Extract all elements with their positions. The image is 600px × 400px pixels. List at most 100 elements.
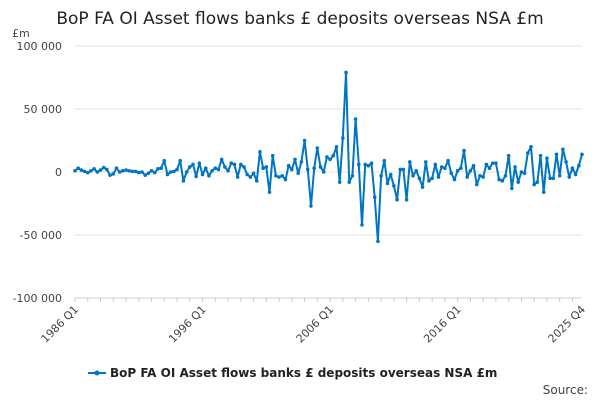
data-point: [305, 167, 310, 172]
data-point: [280, 173, 285, 178]
data-point: [223, 165, 227, 169]
data-point: [73, 168, 77, 173]
data-point: [290, 167, 294, 172]
data-point: [350, 173, 355, 178]
data-point: [478, 173, 482, 178]
data-point: [481, 175, 485, 179]
data-point: [433, 162, 438, 167]
data-point: [411, 173, 415, 178]
data-point: [564, 160, 568, 164]
data-point: [200, 172, 205, 177]
data-point: [420, 185, 425, 189]
data-point: [194, 174, 198, 179]
data-point: [191, 162, 195, 167]
data-point: [577, 163, 581, 168]
data-point: [124, 168, 128, 172]
data-point: [353, 117, 358, 121]
data-point: [248, 175, 253, 179]
data-point: [216, 167, 221, 172]
data-point: [162, 158, 167, 163]
data-point: [570, 166, 575, 171]
data-point: [506, 153, 511, 158]
data-point: [232, 162, 237, 167]
data-point: [535, 180, 540, 184]
data-point: [341, 136, 345, 140]
data-point: [494, 161, 498, 165]
data-point: [172, 169, 176, 174]
data-point: [541, 190, 546, 194]
data-point: [82, 169, 87, 174]
data-point: [121, 168, 125, 173]
data-point: [76, 166, 80, 171]
data-point: [414, 168, 418, 173]
y-tick-label: -50 000: [20, 229, 62, 242]
data-point: [302, 138, 307, 143]
data-point: [580, 152, 584, 157]
data-point: [573, 172, 578, 177]
data-point: [286, 163, 291, 168]
data-point: [312, 166, 316, 171]
data-point: [328, 157, 332, 162]
data-point: [254, 179, 259, 183]
data-point: [213, 166, 218, 171]
data-point: [557, 173, 562, 178]
data-point: [369, 161, 374, 165]
data-point: [471, 163, 476, 168]
data-point: [92, 167, 96, 171]
data-point: [315, 146, 320, 150]
data-point: [245, 172, 249, 177]
data-point: [85, 170, 90, 175]
data-point: [462, 148, 466, 153]
data-point: [401, 167, 406, 172]
data-point: [226, 168, 230, 173]
data-point: [446, 158, 450, 163]
data-point: [242, 165, 246, 169]
y-tick-label: 50 000: [24, 103, 63, 116]
data-point: [567, 175, 572, 179]
data-point: [427, 179, 431, 183]
data-point: [455, 168, 460, 173]
data-point: [382, 158, 387, 163]
data-point: [152, 170, 157, 175]
x-tick-label: 2016 Q1: [421, 303, 464, 346]
data-point: [296, 171, 301, 176]
data-point: [522, 171, 527, 176]
data-point: [417, 176, 422, 181]
data-point: [175, 167, 179, 172]
data-point: [165, 172, 170, 177]
y-tick-label: 0: [55, 166, 62, 179]
data-point: [331, 153, 336, 158]
data-point: [79, 168, 84, 172]
data-point: [532, 182, 536, 187]
data-point: [551, 176, 556, 181]
data-point: [392, 184, 396, 188]
data-point: [258, 150, 262, 154]
data-point: [360, 223, 364, 227]
data-point: [385, 181, 390, 186]
data-point: [503, 173, 508, 178]
data-point: [318, 165, 323, 169]
data-point: [140, 170, 144, 174]
data-point: [497, 177, 501, 182]
data-point: [127, 168, 132, 173]
data-point: [187, 165, 192, 169]
data-point: [133, 169, 138, 174]
data-point: [519, 170, 524, 174]
data-point: [299, 160, 304, 164]
data-point: [379, 173, 383, 178]
data-point: [267, 190, 272, 194]
data-point: [388, 172, 393, 177]
data-point: [337, 180, 342, 184]
data-point: [114, 166, 119, 171]
data-point: [439, 165, 444, 169]
y-tick-label: -100 000: [13, 292, 62, 305]
data-point: [356, 162, 361, 167]
data-point: [430, 176, 434, 181]
data-point: [270, 153, 275, 158]
data-point: [548, 176, 552, 181]
data-point: [500, 179, 505, 183]
legend: BoP FA OI Asset flows banks £ deposits o…: [88, 366, 497, 380]
data-point: [347, 180, 352, 184]
data-point: [436, 175, 441, 179]
